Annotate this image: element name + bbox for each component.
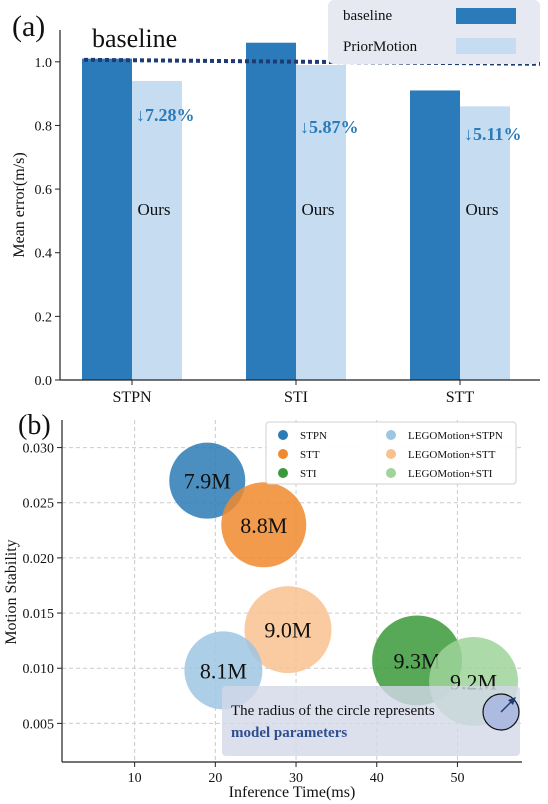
radius-annotation: The radius of the circle represents mode…	[222, 686, 520, 756]
panel-a-y-tick-label: 0.2	[35, 310, 53, 325]
panel-a-x-tick-label: STT	[446, 389, 475, 406]
bar-text-ours: Ours	[465, 200, 498, 219]
annotation-text: The radius of the circle represents	[231, 703, 435, 719]
panel-b-y-tick-label: 0.005	[23, 717, 55, 732]
baseline-line-label: baseline	[92, 24, 177, 53]
bar-priormotion-stpn	[132, 80, 182, 380]
panel-b-x-axis-label: Inference Time(ms)	[229, 784, 356, 801]
bubble-stt	[221, 482, 307, 568]
legend-baseline-label: baseline	[343, 8, 392, 24]
panel-a-y-tick-label: 0.0	[35, 374, 53, 389]
panel-b-x-tick-label: 50	[450, 771, 464, 786]
panel-b-x-tick-label: 10	[128, 771, 142, 786]
legend-marker	[386, 449, 396, 459]
panel-b-legend: STPN STT STI LEGOMotion+STPN LEGOMotion+STT L…	[265, 421, 517, 485]
legend-baseline-swatch	[456, 8, 516, 24]
annotation-box	[222, 686, 520, 756]
legend-entry-label: LEGOMotion+STI	[408, 468, 493, 480]
panel-a-bar-chart: (a) 0.0 0.2 0.4 0.6 0.8 1.0 STPN STI STT Ours Ou…	[11, 0, 541, 406]
legend-entry-label: LEGOMotion+STT	[408, 449, 496, 461]
panel-a-x-tick-label: STI	[284, 389, 308, 406]
bar-priormotion-sti	[296, 65, 346, 380]
legend-priormotion-label: PriorMotion	[343, 39, 418, 55]
bubble-param-label: 8.1M	[200, 658, 247, 683]
bar-text-ours: Ours	[301, 200, 334, 219]
legend-entry-label: STI	[300, 468, 317, 480]
panel-a-y-tick-label: 1.0	[35, 56, 53, 71]
panel-b-y-tick-label: 0.030	[23, 442, 55, 457]
panel-a-y-axis-label: Mean error(m/s)	[11, 152, 28, 257]
radius-arrow-head	[508, 697, 516, 705]
panel-b-y-tick-label: 0.025	[23, 497, 55, 512]
panel-b-scatter-chart: 7.9M8.8M9.0M8.1M 9.3M9.2M 0.0050.0100.015…	[3, 410, 522, 801]
panel-b-y-tick-label: 0.015	[23, 607, 55, 622]
legend-entry-label: LEGOMotion+STPN	[408, 430, 503, 442]
bubble-param-label: 8.8M	[240, 513, 287, 538]
bubble-param-label: 9.0M	[264, 618, 311, 643]
panel-a-y-tick-label: 0.8	[35, 119, 53, 134]
panel-b-y-axis-label: Motion Stability	[3, 539, 20, 644]
bar-baseline-sti	[246, 42, 296, 381]
bar-text-ours: Ours	[137, 200, 170, 219]
legend-marker	[278, 449, 288, 459]
panel-b-y-tick-label: 0.020	[23, 552, 55, 567]
legend-entry-label: STPN	[300, 430, 327, 442]
panel-a-y-tick-label: 0.6	[35, 183, 53, 198]
reduction-label: ↓5.87%	[300, 117, 359, 137]
legend-entry-label: STT	[300, 449, 320, 461]
panel-b-x-tick-label: 40	[370, 771, 384, 786]
panel-b-x-tick-label: 20	[208, 771, 222, 786]
bar-baseline-stt	[410, 90, 460, 381]
annotation-emphasis: model parameters	[231, 725, 347, 741]
bubble-param-label: 7.9M	[184, 469, 231, 494]
legend-marker	[386, 430, 396, 440]
reduction-label: ↓5.11%	[464, 124, 522, 144]
legend-marker	[386, 468, 396, 478]
bubble-stpn	[169, 442, 246, 519]
panel-a-x-tick-label: STPN	[112, 389, 152, 406]
legend-marker	[278, 468, 288, 478]
panel-b-label: (b)	[18, 410, 51, 441]
bubble-legomotion-stt	[244, 586, 332, 674]
legend-marker	[278, 430, 288, 440]
panel-a-legend: baseline PriorMotion	[328, 0, 540, 64]
legend-priormotion-swatch	[456, 38, 516, 54]
bar-priormotion-stt	[460, 106, 510, 380]
panel-b-x-tick-label: 30	[289, 771, 303, 786]
panel-a-y-tick-label: 0.4	[35, 247, 53, 262]
reduction-label: ↓7.28%	[136, 105, 195, 125]
panel-a-label: (a)	[12, 10, 45, 43]
panel-b-y-tick-label: 0.010	[23, 662, 55, 677]
bar-baseline-stpn	[82, 58, 132, 381]
